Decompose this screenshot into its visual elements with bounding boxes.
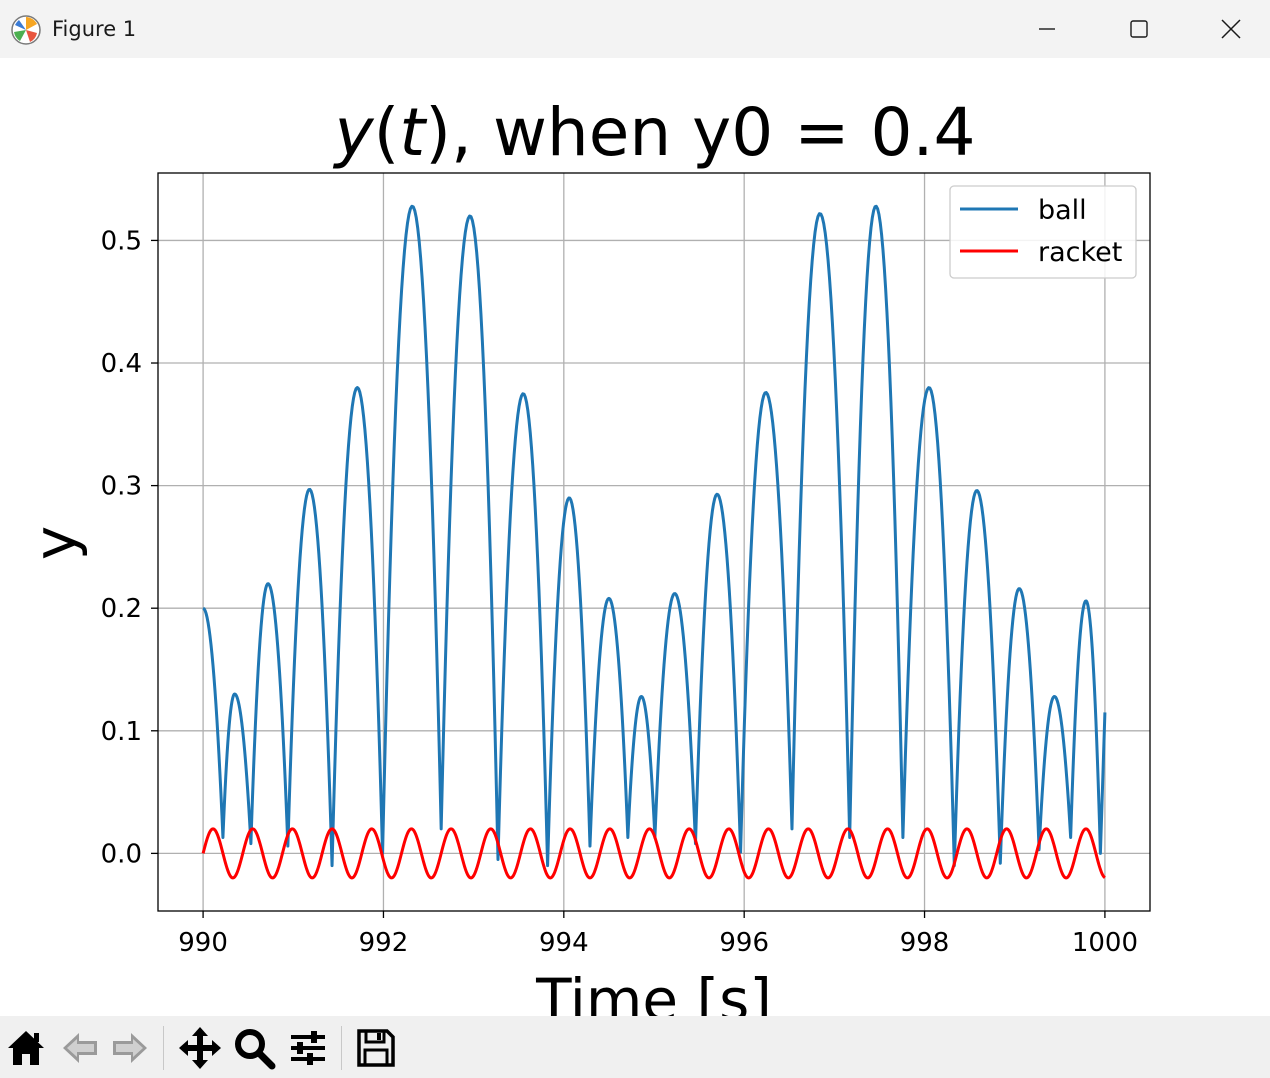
y-tick-label: 0.2	[101, 594, 142, 624]
x-tick-label: 994	[539, 928, 589, 958]
y-tick-label: 0.1	[101, 717, 142, 747]
zoom-magnifier-icon	[235, 1029, 276, 1070]
window-titlebar: Figure 1	[0, 0, 1270, 58]
minimize-button[interactable]	[1001, 0, 1093, 57]
home-button[interactable]	[2, 1024, 50, 1072]
window-title: Figure 1	[52, 17, 137, 41]
ball-series-line	[202, 204, 1107, 868]
axis-ticks: 990 992 994 996 998 1000 0.0 0.1 0.2 0.3 0.4 0.5	[101, 226, 1138, 958]
pan-move-icon	[179, 1027, 221, 1069]
home-icon	[8, 1031, 44, 1065]
y-tick-label: 0.0	[101, 839, 142, 869]
back-arrow-icon	[63, 1033, 97, 1063]
save-floppy-icon	[357, 1029, 395, 1067]
y-tick-label: 0.5	[101, 226, 142, 256]
matplotlib-logo-icon	[11, 15, 41, 45]
maximize-button[interactable]	[1093, 0, 1185, 57]
save-button[interactable]	[352, 1024, 400, 1072]
close-button[interactable]	[1185, 0, 1270, 57]
legend: ball racket	[949, 185, 1137, 279]
maximize-icon	[1130, 19, 1148, 38]
legend-label-racket: racket	[1038, 237, 1122, 268]
legend-label-ball: ball	[1038, 195, 1087, 226]
toolbar-separator	[341, 1026, 342, 1070]
grid-lines	[158, 173, 1150, 911]
forward-button[interactable]	[106, 1024, 154, 1072]
close-icon	[1221, 18, 1241, 39]
x-tick-label: 990	[178, 928, 228, 958]
configure-subplots-button[interactable]	[284, 1024, 332, 1072]
toolbar-separator	[163, 1026, 164, 1070]
racket-series-line	[201, 827, 1106, 880]
minimize-icon	[1039, 27, 1055, 30]
sliders-icon	[291, 1031, 325, 1065]
y-axis-label: y	[21, 526, 89, 560]
x-tick-label: 996	[719, 928, 769, 958]
axes-frame	[157, 172, 1151, 912]
y-tick-label: 0.4	[101, 349, 142, 379]
navigation-toolbar	[0, 1016, 1270, 1078]
y-tick-label: 0.3	[101, 472, 142, 502]
x-tick-label: 998	[900, 928, 950, 958]
figure-canvas[interactable]: 990 992 994 996 998 1000 0.0 0.1 0.2 0.3 0.4 0.5 y(…	[0, 58, 1270, 1034]
x-tick-label: 992	[359, 928, 409, 958]
x-axis-label: Time [s]	[535, 966, 772, 1016]
data-series	[201, 204, 1107, 880]
forward-arrow-icon	[113, 1033, 147, 1063]
zoom-button[interactable]	[230, 1024, 278, 1072]
chart-title: y(t), when y0 = 0.4	[333, 94, 976, 171]
plot-svg[interactable]: 990 992 994 996 998 1000 0.0 0.1 0.2 0.3 0.4 0.5 y(…	[0, 58, 1270, 1034]
pan-button[interactable]	[176, 1024, 224, 1072]
x-tick-label: 1000	[1072, 928, 1138, 958]
back-button[interactable]	[56, 1024, 104, 1072]
